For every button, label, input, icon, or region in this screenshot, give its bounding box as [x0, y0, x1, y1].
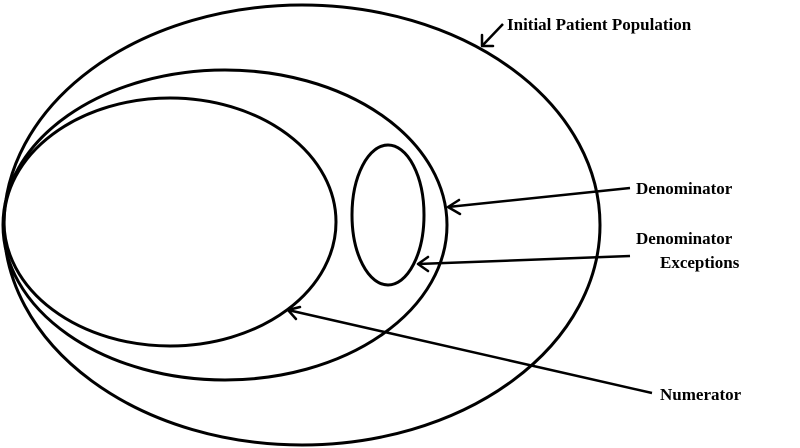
numerator-arrow: [286, 305, 653, 395]
numerator-ellipse: [2, 96, 338, 348]
denominator-ellipse: [1, 68, 449, 382]
denominator-exceptions-ellipse: [350, 143, 426, 287]
initial-patient-population-label: Initial Patient Population: [507, 15, 692, 34]
initial-patient-population-ellipse: [2, 3, 602, 447]
initial-patient-population-arrow: [480, 23, 504, 48]
numerator-label: Numerator: [660, 385, 742, 404]
denominator-exceptions-label-line2: Exceptions: [660, 253, 740, 272]
denominator-exceptions-arrow: [416, 254, 631, 273]
denominator-arrow: [446, 186, 631, 216]
denominator-label: Denominator: [636, 179, 733, 198]
denominator-exceptions-label-line1: Denominator: [636, 229, 733, 248]
